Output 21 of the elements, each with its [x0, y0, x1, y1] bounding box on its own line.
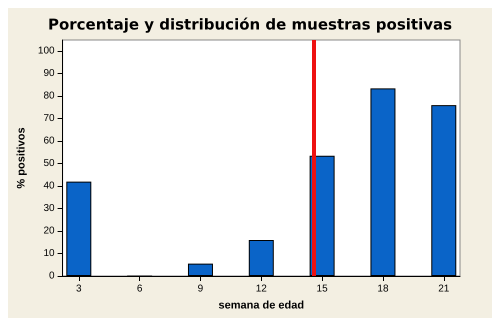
- x-tick-label: 12: [256, 284, 268, 294]
- x-tick-label: 15: [316, 284, 328, 294]
- x-tick-label: 3: [76, 284, 82, 294]
- y-tick-label: 100: [38, 46, 56, 57]
- chart-title: Porcentaje y distribución de muestras positivas: [48, 16, 452, 34]
- x-tick-label: 9: [198, 284, 204, 294]
- y-tick-label: 10: [43, 248, 56, 260]
- y-tick-label: 0: [49, 270, 56, 282]
- y-tick-label: 60: [43, 136, 56, 147]
- y-tick-label: 50: [43, 158, 56, 170]
- x-tick-label: 18: [377, 284, 389, 294]
- y-tick-label: 30: [43, 203, 56, 214]
- y-tick-label: 80: [43, 90, 56, 102]
- x-axis-title: semana de edad: [218, 300, 304, 312]
- y-tick-label: 70: [43, 113, 56, 124]
- y-tick-label: 20: [43, 226, 56, 237]
- y-tick-label: 40: [43, 180, 56, 192]
- y-tick-label: 90: [43, 68, 56, 80]
- y-axis-title: % positivos: [16, 127, 28, 189]
- x-tick-label: 21: [438, 284, 450, 294]
- x-tick-label: 6: [136, 284, 143, 294]
